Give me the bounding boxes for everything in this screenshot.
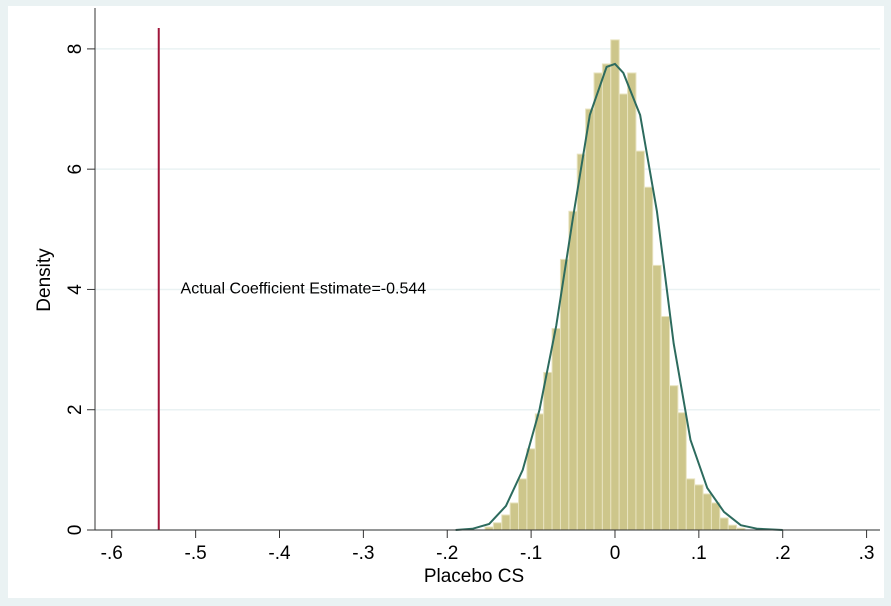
bar [652, 264, 662, 531]
x-tick-label: -.3 [352, 543, 374, 564]
x-tick-label: -.5 [185, 543, 207, 564]
bar [534, 413, 545, 531]
bar [509, 502, 520, 531]
y-axis-label: Density [34, 248, 55, 312]
bar [518, 478, 528, 531]
bar [694, 484, 704, 531]
bar [627, 72, 637, 531]
bar [551, 328, 561, 531]
x-tick-label: -.2 [436, 543, 458, 564]
graph-region [8, 6, 884, 598]
bar [660, 316, 670, 531]
annotation: Actual Coefficient Estimate=-0.544 [181, 281, 427, 298]
bar [727, 524, 738, 531]
bar [501, 514, 511, 531]
bar [492, 522, 503, 531]
bar [559, 258, 570, 531]
bar [601, 63, 612, 531]
bar [635, 150, 645, 531]
x-tick-label: .2 [775, 543, 791, 564]
bar [710, 502, 721, 531]
bar [526, 448, 536, 531]
y-tick-label: 4 [65, 284, 86, 295]
bar [677, 412, 687, 531]
x-tick-label: .1 [691, 543, 707, 564]
density-line [455, 62, 783, 531]
bar [719, 517, 729, 531]
x-tick-label: 0 [610, 543, 621, 564]
x-tick-label: .3 [859, 543, 875, 564]
bar [593, 72, 603, 531]
y-tick-label: 0 [65, 525, 86, 536]
bar [668, 385, 679, 531]
bar [543, 371, 553, 531]
bar [610, 39, 620, 531]
y-tick-label: 6 [65, 164, 86, 175]
bar [702, 493, 712, 531]
y-tick-label: 2 [65, 404, 86, 415]
x-tick-label: -.1 [520, 543, 542, 564]
bar [585, 108, 595, 531]
x-tick-label: -.4 [268, 543, 291, 564]
bar [568, 210, 578, 531]
bar [643, 186, 654, 531]
bar [685, 478, 696, 531]
bar [618, 93, 629, 531]
x-tick-label: -.6 [101, 543, 123, 564]
y-tick-label: 8 [65, 44, 86, 55]
bar [576, 153, 587, 531]
x-axis-label: Placebo CS [424, 566, 524, 587]
